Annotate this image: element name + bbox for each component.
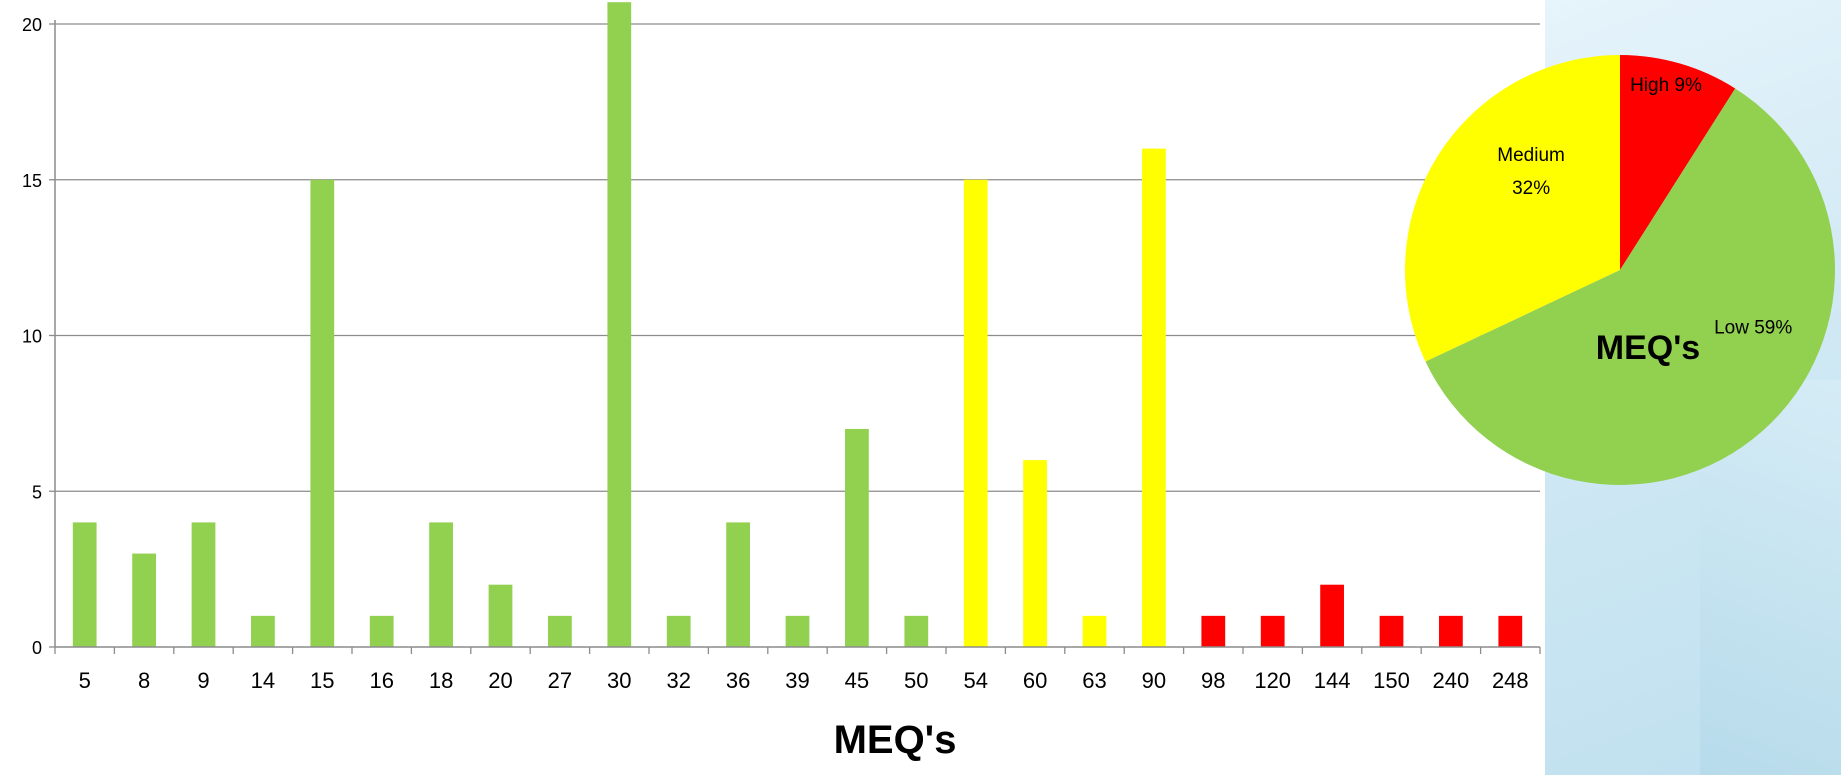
x-tick-label: 20 <box>488 668 512 693</box>
pie-label-low: Low 59% <box>1714 318 1792 339</box>
bar-15 <box>310 179 335 647</box>
bar-36 <box>726 522 750 647</box>
x-tick-label: 8 <box>138 668 150 693</box>
bar-63 <box>1082 615 1107 647</box>
x-tick-label: 18 <box>429 668 453 693</box>
bar-248 <box>1498 615 1523 647</box>
bar-60 <box>1023 460 1047 647</box>
bar-39 <box>785 615 810 647</box>
y-tick-label: 20 <box>22 15 42 35</box>
y-tick-labels: 0 5 10 15 20 <box>22 15 42 658</box>
bar-240 <box>1439 615 1463 647</box>
x-tick-label: 32 <box>666 668 690 693</box>
bar-98 <box>1201 615 1226 647</box>
y-tick-label: 15 <box>22 171 42 191</box>
bar-20 <box>488 584 513 647</box>
bar-18 <box>429 522 453 647</box>
pie-slices <box>1405 55 1835 485</box>
x-tick-label: 54 <box>963 668 987 693</box>
bars <box>72 2 1523 647</box>
bar-30 <box>607 2 632 647</box>
pie-slice-low <box>1425 88 1835 485</box>
pie-chart: High 9% Low 59% Medium 32% MEQ's <box>1405 55 1835 485</box>
bar-50 <box>904 615 929 647</box>
x-tick-label: 16 <box>369 668 393 693</box>
pie-label-high: High 9% <box>1630 75 1702 96</box>
x-tick-label: 240 <box>1433 668 1470 693</box>
x-tick-labels: 5 8 9 14 15 16 18 20 27 30 32 36 39 45 50 54 60 63 90 98 120… <box>79 668 1529 693</box>
pie-title: MEQ's <box>1596 329 1700 367</box>
pie-labels: High 9% Low 59% Medium 32% <box>1497 75 1792 339</box>
x-tick-label: 5 <box>79 668 91 693</box>
y-tick-label: 5 <box>32 482 42 502</box>
bar-144 <box>1320 584 1344 647</box>
x-tick-label: 120 <box>1254 668 1291 693</box>
y-tick-label: 10 <box>22 327 42 347</box>
bar-32 <box>666 615 691 647</box>
bar-27 <box>548 615 572 647</box>
x-tick-label: 50 <box>904 668 928 693</box>
x-tick-label: 9 <box>197 668 209 693</box>
bar-chart: 0 5 10 15 20 5 8 9 14 15 16 18 20 27 30 32 36 39 45 50 54 60… <box>22 2 1541 762</box>
x-tick-label: 36 <box>726 668 750 693</box>
x-tick-label: 90 <box>1142 668 1166 693</box>
pie-label-medium: Medium 32% <box>1497 145 1565 199</box>
x-tick-label: 60 <box>1023 668 1047 693</box>
bar-90 <box>1142 148 1166 647</box>
bar-5 <box>72 522 97 647</box>
x-tick-label: 39 <box>785 668 809 693</box>
bar-54 <box>963 179 988 647</box>
x-tick-label: 45 <box>845 668 869 693</box>
bar-8 <box>132 553 156 647</box>
x-tick-label: 150 <box>1373 668 1410 693</box>
x-tick-label: 98 <box>1201 668 1225 693</box>
x-tick-label: 15 <box>310 668 334 693</box>
bar-14 <box>251 615 275 647</box>
gridlines <box>55 23 1540 492</box>
x-tick-label: 63 <box>1082 668 1106 693</box>
x-axis-label: MEQ's <box>834 718 957 762</box>
x-tick-label: 27 <box>548 668 572 693</box>
bar-9 <box>191 522 216 647</box>
pie-slice-medium <box>1405 55 1620 362</box>
pie-slice-high <box>1620 55 1736 270</box>
chart-panel: 0 5 10 15 20 5 8 9 14 15 16 18 20 27 30 32 36 39 45 50 54 60… <box>21 2 1541 762</box>
bar-150 <box>1379 615 1404 647</box>
bar-120 <box>1260 615 1285 647</box>
x-tick-label: 248 <box>1492 668 1529 693</box>
x-tick-label: 30 <box>607 668 631 693</box>
axes <box>49 20 1541 654</box>
y-tick-label: 0 <box>32 638 42 658</box>
x-tick-label: 144 <box>1314 668 1351 693</box>
bar-16 <box>369 615 394 647</box>
bar-45 <box>845 428 869 647</box>
x-tick-label: 14 <box>251 668 275 693</box>
